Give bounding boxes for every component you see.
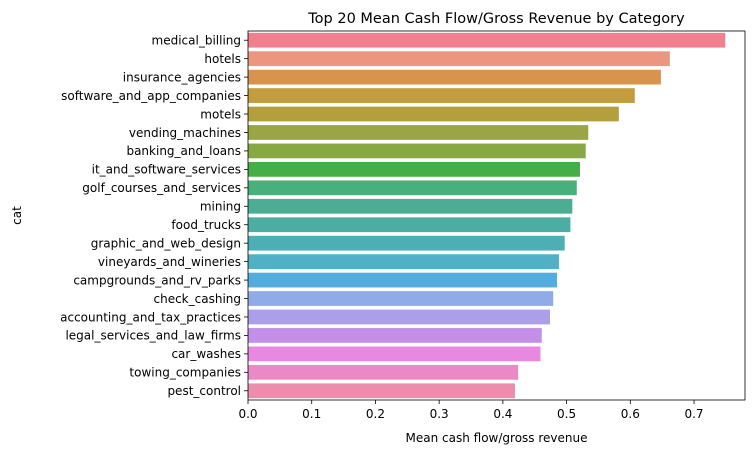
bar-mining: [248, 198, 573, 214]
x-tick-label: 0.7: [684, 407, 703, 421]
x-tick-label: 0.3: [430, 407, 449, 421]
bar-check-cashing: [248, 291, 554, 306]
y-tick-label: pest_control: [167, 384, 241, 398]
x-tick-label: 0.2: [366, 407, 385, 421]
y-tick-label: motels: [200, 107, 241, 121]
y-tick-label: software_and_app_companies: [61, 89, 241, 103]
x-tick-label: 0.5: [557, 407, 576, 421]
bar-banking-and-loans: [248, 143, 586, 159]
y-axis-label: cat: [10, 206, 24, 225]
y-tick-label: check_cashing: [154, 292, 242, 306]
y-tick-label: graphic_and_web_design: [91, 236, 241, 250]
x-axis-label: Mean cash flow/gross revenue: [406, 431, 588, 445]
x-tick-label: 0.4: [493, 407, 512, 421]
y-tick-label: mining: [200, 200, 241, 214]
chart-title: Top 20 Mean Cash Flow/Gross Revenue by C…: [307, 11, 685, 27]
y-tick-label: towing_companies: [129, 366, 241, 380]
y-tick-label: insurance_agencies: [123, 70, 241, 84]
y-tick-label: hotels: [204, 52, 241, 66]
bar-accounting-and-tax-practices: [248, 309, 551, 325]
bar-medical-billing: [248, 32, 726, 48]
x-tick-label: 0.1: [302, 407, 321, 421]
bar-graphic-and-web-design: [248, 235, 565, 251]
y-tick-label: car_washes: [171, 347, 241, 361]
bar-vineyards-and-wineries: [248, 254, 559, 270]
bar-software-and-app-companies: [248, 88, 635, 103]
plot-frame: [247, 30, 746, 401]
x-tick-label: 0.6: [621, 407, 640, 421]
y-tick-label: banking_and_loans: [126, 144, 241, 158]
bar-vending-machines: [248, 125, 589, 140]
bar-legal-services-and-law-firms: [248, 328, 542, 343]
y-tick-label: campgrounds_and_rv_parks: [73, 273, 241, 287]
y-tick-label: legal_services_and_law_firms: [65, 329, 241, 343]
y-tick-label: vineyards_and_wineries: [98, 255, 241, 269]
bar-towing-companies: [248, 364, 519, 380]
bar-pest-control: [248, 383, 515, 399]
bar-motels: [248, 106, 619, 122]
y-tick-label: accounting_and_tax_practices: [60, 310, 241, 324]
bar-insurance-agencies: [248, 69, 661, 85]
y-tick-label: it_and_software_services: [92, 163, 241, 177]
y-tick-label: vending_machines: [129, 126, 241, 140]
x-tick-label: 0.0: [238, 407, 257, 421]
bar-car-washes: [248, 346, 541, 362]
x-ticks: 0.0 0.1 0.2 0.3 0.4 0.5 0.6 0.7: [238, 400, 704, 421]
y-tick-label: medical_billing: [152, 34, 241, 48]
bars-group: [248, 32, 726, 399]
y-tick-label: golf_courses_and_services: [82, 181, 241, 195]
bar-it-and-software-services: [248, 161, 580, 177]
bar-hotels: [248, 51, 670, 67]
bar-campgrounds-and-rv-parks: [248, 272, 558, 288]
bar-food-trucks: [248, 217, 571, 233]
y-tick-label: food_trucks: [171, 218, 241, 232]
bar-golf-courses-and-services: [248, 180, 577, 196]
